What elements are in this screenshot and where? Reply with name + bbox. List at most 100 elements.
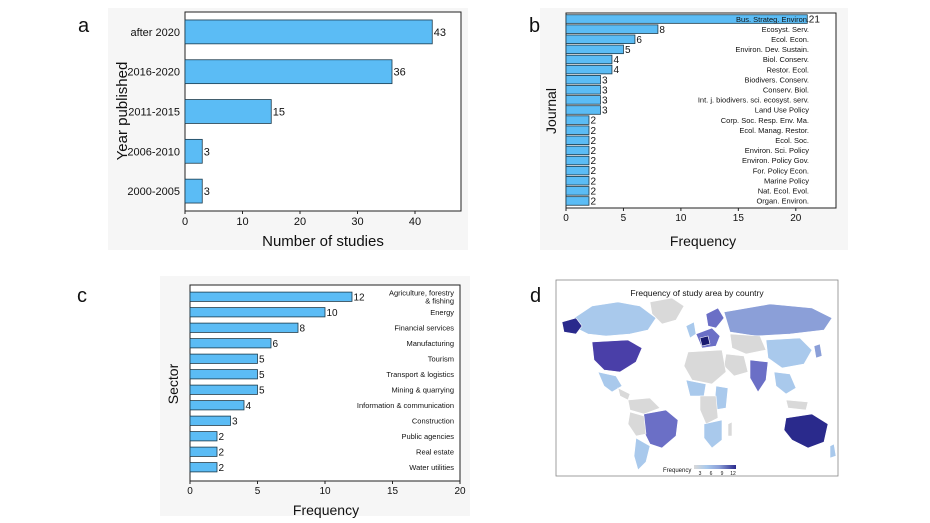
panel-b-bar	[565, 115, 590, 125]
country-indonesia	[785, 399, 809, 411]
map-legend-ticks: 3 6 9 12	[699, 471, 736, 477]
panel-b-value-label: 6	[636, 35, 642, 46]
panel-c-category-label: Information & communication	[357, 401, 454, 410]
country-russia	[723, 303, 833, 337]
panel-b-category-label: Ecosyst. Serv.	[762, 25, 809, 34]
panel-c-bar	[189, 415, 231, 426]
country-chile-argentina	[633, 437, 651, 471]
panel-b-category-label: Environ. Dev. Sustain.	[735, 45, 809, 54]
panel-c-value-label: 10	[327, 308, 339, 319]
panel-b-bar	[565, 165, 590, 176]
panel-a-value-label: 3	[204, 186, 210, 198]
panel-a-label: a	[78, 15, 90, 37]
panel-b-bar	[565, 95, 601, 105]
panel-b-category-label: Conserv. Biol.	[763, 85, 809, 94]
panel-b-bar	[565, 186, 590, 196]
panel-d: d Frequency of study area by country	[530, 279, 839, 477]
country-netherlands-belgium	[699, 335, 711, 347]
panel-c-plot-area	[189, 284, 461, 482]
panel-c-value-label: 5	[259, 370, 265, 381]
panel-a-bar	[184, 178, 203, 204]
panel-b-x-axis-label: Frequency	[670, 233, 736, 249]
panel-b-bar	[565, 54, 613, 65]
panel-b-x-tick-label: 20	[790, 213, 802, 224]
panel-b-category-label: Restor. Ecol.	[766, 65, 809, 74]
panel-b-category-label: Biodivers. Conserv.	[745, 75, 809, 84]
panel-c-category-label: Public agencies	[401, 432, 454, 441]
panel-c-value-label: 6	[273, 339, 279, 350]
panel-a-bar	[184, 59, 393, 85]
country-canada	[573, 301, 657, 337]
panel-a-x-ticks: 0 10 20 30 40	[182, 211, 421, 228]
country-central-africa	[699, 395, 719, 425]
panel-a-bar	[184, 99, 272, 124]
panel-b-category-label: Ecol. Manag. Restor.	[739, 126, 809, 135]
panel-c-value-label: 8	[300, 323, 306, 334]
panel-b-value-label: 3	[602, 106, 608, 117]
panel-b-category-label: Land Use Policy	[755, 106, 809, 115]
panel-b-bar	[565, 196, 590, 206]
panel-c-category-label: Manufacturing	[406, 339, 454, 348]
country-japan	[813, 343, 823, 359]
panel-c-value-label: 2	[219, 432, 225, 443]
panel-c-x-tick-label: 20	[454, 486, 466, 497]
panel-a-x-tick-label: 0	[182, 216, 188, 228]
panel-c-category-label: Tourism	[428, 354, 454, 363]
panel-b-value-label: 2	[590, 166, 596, 177]
panel-b-category-label: Ecol. Econ.	[771, 35, 809, 44]
panel-a-bars: 43 after 2020 36 2016-2020 15 2011-2015 3 2006-…	[127, 19, 446, 204]
country-australia	[783, 413, 829, 449]
panel-b-x-tick-label: 0	[563, 213, 569, 224]
panel-c-x-tick-label: 15	[387, 486, 399, 497]
panel-d-label: d	[530, 285, 541, 307]
panel-b-value-label: 8	[659, 25, 665, 36]
panel-c-y-axis-label: Sector	[165, 363, 181, 404]
panel-c-bar	[189, 353, 258, 364]
panel-a-value-label: 36	[394, 67, 406, 79]
country-india	[749, 359, 769, 393]
panel-b-bar	[565, 44, 624, 55]
country-peru-bolivia	[627, 411, 647, 437]
panel-a-value-label: 15	[273, 106, 285, 118]
panel-b-category-label: Nat. Ecol. Evol.	[758, 187, 809, 196]
panel-c-bar	[189, 369, 258, 380]
panel-b-value-label: 2	[590, 146, 596, 157]
panel-c-category-label: Real estate	[416, 447, 454, 456]
panel-b-category-label: Marine Policy	[764, 176, 809, 185]
panel-c-category-label: Energy	[430, 308, 454, 317]
panel-b-x-tick-label: 10	[675, 213, 687, 224]
panel-c-x-tick-label: 0	[187, 486, 193, 497]
panel-c-x-ticks: 0 5 10 15 20	[187, 481, 466, 497]
panel-b-x-tick-label: 15	[733, 213, 745, 224]
panel-b-value-label: 2	[590, 176, 596, 187]
country-colombia-region	[627, 397, 661, 415]
panel-b-x-ticks: 0 5 10 15 20	[563, 208, 802, 224]
panel-b-value-label: 21	[809, 15, 821, 26]
country-central-asia	[729, 333, 767, 355]
panel-b-value-label: 3	[602, 75, 608, 86]
panel-a-bar	[184, 138, 203, 164]
panel-b-bar	[565, 176, 590, 186]
panel-c-bar	[189, 462, 218, 473]
panel-c-category-label: Financial services	[394, 323, 454, 332]
panel-b-category-label: Environ. Sci. Policy	[745, 146, 809, 155]
map-legend-tick-label: 12	[730, 471, 736, 477]
panel-b-category-label: Int. j. biodivers. sci. ecosyst. serv.	[698, 96, 809, 105]
panel-c-category-label: Transport & logistics	[386, 370, 454, 379]
panel-a-category-label: 2016-2020	[127, 67, 180, 79]
panel-a-category-label: 2006-2010	[127, 146, 180, 158]
panel-c: c 12 Agriculture, forestry & fishing 10 Ener…	[77, 276, 470, 518]
panel-a-x-axis-label: Number of studies	[262, 233, 384, 250]
panel-b-value-label: 5	[625, 45, 631, 56]
panel-b-value-label: 4	[613, 65, 619, 76]
panel-b-category-label: For. Policy Econ.	[753, 166, 809, 175]
panel-c-category-label: Water utilities	[409, 463, 454, 472]
panel-b-value-label: 3	[602, 95, 608, 106]
country-north-africa	[683, 349, 727, 385]
panel-c-value-label: 3	[232, 416, 238, 427]
map-legend-tick-label: 6	[710, 471, 713, 477]
panel-b-y-axis-label: Journal	[543, 88, 559, 134]
panel-b-label: b	[529, 15, 540, 37]
country-scandinavia	[705, 307, 725, 329]
